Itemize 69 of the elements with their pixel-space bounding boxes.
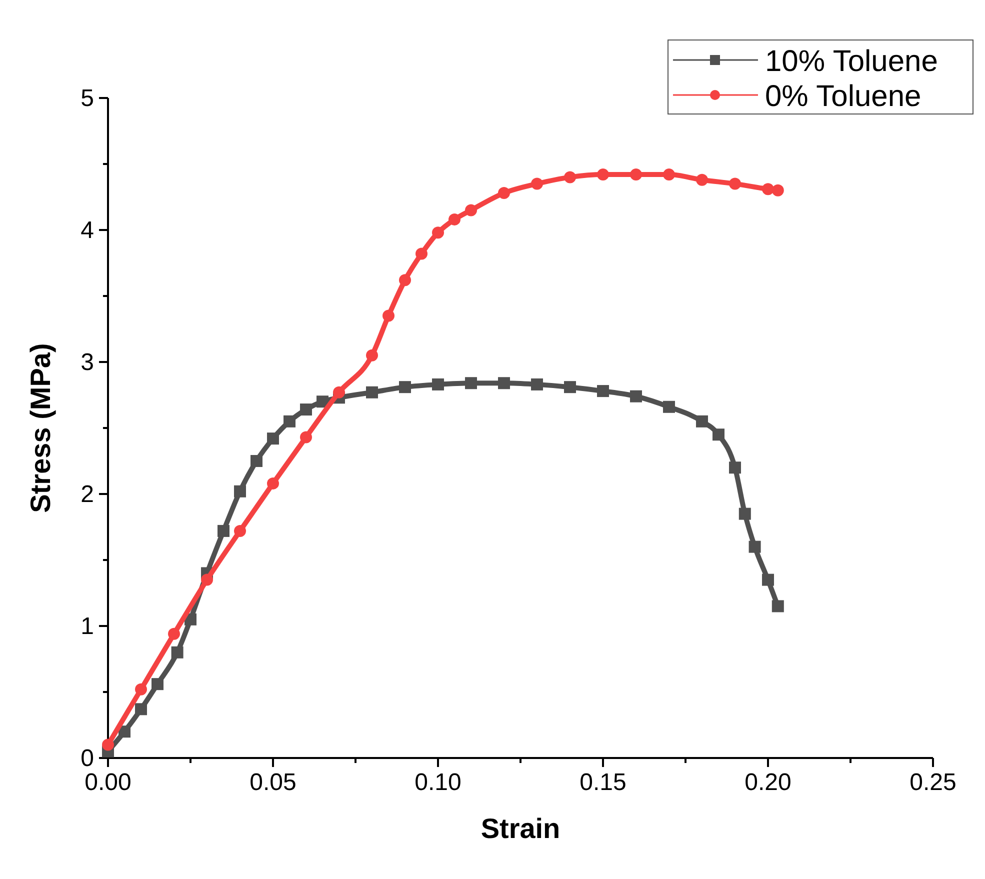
point bbox=[300, 404, 312, 416]
point bbox=[366, 349, 378, 362]
x-tick-label: 0.20 bbox=[744, 769, 792, 796]
point bbox=[663, 168, 675, 181]
y-tick-label: 3 bbox=[80, 349, 94, 376]
point bbox=[168, 628, 180, 640]
point bbox=[333, 386, 345, 398]
y-tick-label: 5 bbox=[80, 85, 94, 112]
point bbox=[284, 415, 296, 428]
point bbox=[234, 524, 246, 537]
point bbox=[399, 381, 411, 394]
point bbox=[531, 178, 543, 190]
point bbox=[772, 600, 784, 612]
point bbox=[201, 574, 213, 586]
point bbox=[382, 310, 394, 322]
point bbox=[250, 455, 262, 467]
point bbox=[564, 171, 576, 184]
point bbox=[663, 400, 675, 413]
y-tick-label: 1 bbox=[80, 613, 94, 640]
point bbox=[432, 378, 444, 390]
point bbox=[498, 377, 510, 390]
x-axis-title: Strain bbox=[480, 813, 560, 844]
y-tick-label: 2 bbox=[80, 481, 94, 508]
point bbox=[399, 274, 411, 286]
point bbox=[118, 726, 130, 738]
point bbox=[267, 477, 279, 490]
point bbox=[102, 738, 114, 751]
point bbox=[762, 574, 774, 586]
legend-label: 0% Toluene bbox=[765, 80, 922, 113]
point bbox=[531, 378, 543, 390]
point bbox=[597, 168, 609, 181]
point bbox=[696, 415, 708, 428]
point bbox=[597, 385, 609, 398]
point bbox=[152, 678, 164, 690]
point bbox=[300, 431, 312, 444]
point bbox=[498, 187, 510, 200]
point bbox=[218, 524, 230, 537]
point bbox=[630, 168, 642, 181]
point bbox=[630, 390, 642, 402]
x-tick-label: 0.10 bbox=[414, 769, 462, 796]
y-tick-label: 4 bbox=[80, 217, 94, 244]
point bbox=[135, 703, 147, 716]
point bbox=[366, 386, 378, 398]
point bbox=[729, 462, 741, 474]
point bbox=[135, 683, 147, 696]
y-axis-title: Stress (MPa) bbox=[25, 343, 56, 513]
point bbox=[748, 540, 761, 553]
point bbox=[465, 204, 477, 216]
y-tick-label: 0 bbox=[80, 745, 94, 772]
point bbox=[712, 428, 724, 441]
point bbox=[564, 381, 576, 394]
point bbox=[267, 432, 279, 445]
point bbox=[171, 646, 184, 658]
point bbox=[448, 213, 460, 226]
x-tick-label: 0.00 bbox=[84, 769, 132, 796]
point bbox=[316, 396, 328, 408]
point bbox=[696, 174, 708, 186]
point bbox=[762, 183, 774, 196]
point bbox=[234, 485, 246, 498]
legend-label: 10% Toluene bbox=[765, 45, 938, 78]
point bbox=[465, 377, 477, 390]
point bbox=[432, 226, 444, 239]
x-tick-label: 0.05 bbox=[250, 769, 296, 796]
x-tick-label: 0.25 bbox=[910, 769, 956, 796]
point bbox=[416, 248, 428, 260]
point bbox=[738, 508, 751, 520]
point bbox=[772, 184, 784, 196]
point bbox=[729, 178, 741, 190]
x-tick-label: 0.15 bbox=[580, 769, 626, 796]
